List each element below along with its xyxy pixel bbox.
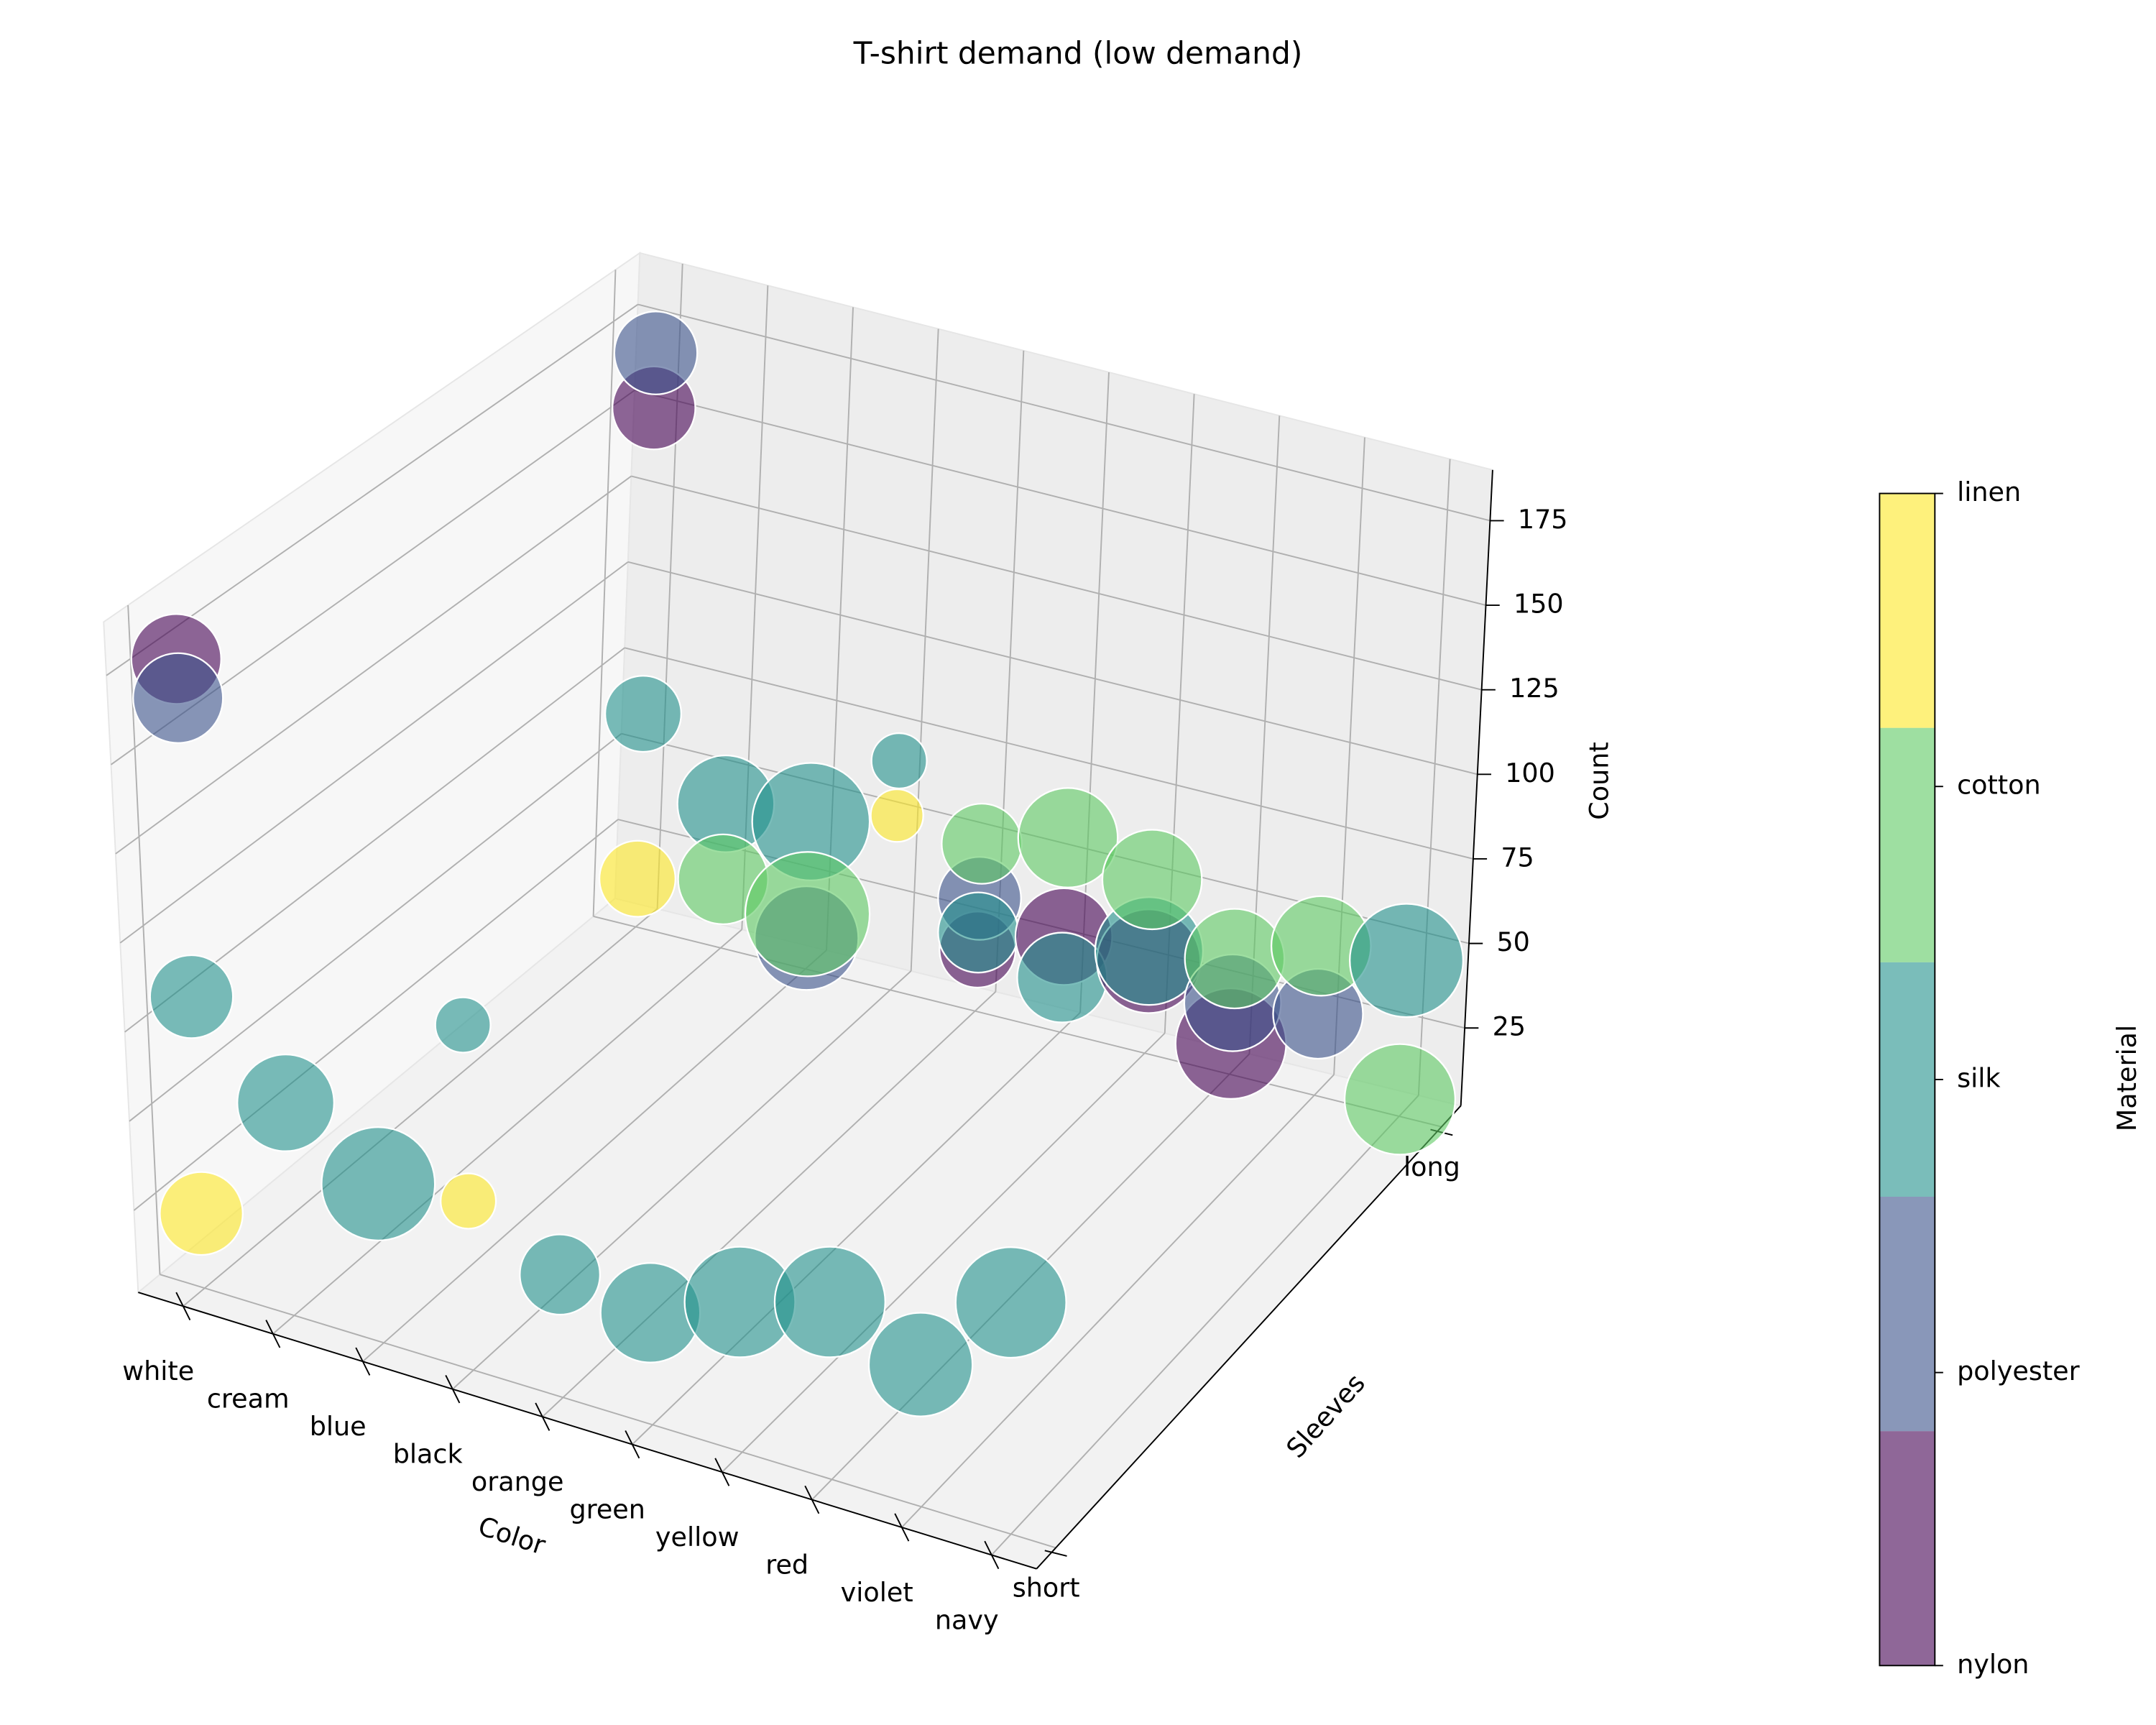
y-axis-line xyxy=(1036,1105,1462,1570)
chart-title: T-shirt demand (low demand) xyxy=(853,35,1303,70)
colorbar-segment xyxy=(1879,493,1935,728)
grid-line xyxy=(991,1095,1419,1556)
grid-line xyxy=(637,303,1491,522)
colorbar-segment xyxy=(1879,1197,1935,1432)
bubble xyxy=(434,996,492,1054)
x-tick-label: cream xyxy=(207,1384,290,1414)
bubble xyxy=(941,802,1023,885)
bubble xyxy=(1101,829,1203,931)
x-tick-label: violet xyxy=(841,1577,913,1608)
x-tick-label: red xyxy=(765,1549,808,1580)
x-tick-label: white xyxy=(122,1356,194,1386)
grid-line xyxy=(910,328,939,972)
bubble xyxy=(613,310,699,395)
bubble xyxy=(744,851,871,978)
bubble xyxy=(1343,1043,1457,1156)
bubble xyxy=(1349,903,1465,1018)
y-tick-label: long xyxy=(1404,1151,1460,1182)
z-axis-label: Count xyxy=(1583,742,1614,819)
y-tick-label: short xyxy=(1013,1573,1080,1604)
z-axis-line xyxy=(1460,469,1493,1106)
colorbar-frame xyxy=(1879,492,1936,1667)
colorbar-segment xyxy=(1879,727,1935,962)
x-axis-label: Color xyxy=(474,1510,550,1561)
grid-line xyxy=(452,970,912,1390)
grid-line xyxy=(133,819,619,1211)
grid-line xyxy=(106,303,639,676)
bubble xyxy=(954,1246,1067,1359)
grid-line xyxy=(632,1011,1081,1445)
x-tick-label: black xyxy=(393,1439,464,1470)
bubble xyxy=(1184,908,1286,1010)
grid-line xyxy=(631,475,1482,691)
bubble xyxy=(773,1246,886,1358)
x-axis-line xyxy=(138,1292,1037,1570)
bubble xyxy=(604,675,683,753)
colorbar-label: Material xyxy=(2111,1025,2142,1131)
grid-line xyxy=(160,1274,1056,1549)
legend-label: nylon xyxy=(1957,1649,2029,1680)
z-tick-label: 125 xyxy=(1509,673,1560,704)
x-tick-label: blue xyxy=(310,1411,367,1442)
bubble xyxy=(867,1312,974,1417)
grid-line xyxy=(593,915,1442,1128)
y-tick xyxy=(1044,1550,1067,1557)
colorbar-segment xyxy=(1879,1431,1935,1666)
grid-line xyxy=(592,270,617,916)
bubble xyxy=(1016,932,1108,1024)
bubble xyxy=(870,732,928,790)
bubble xyxy=(440,1172,497,1230)
y-axis-label: Sleeves xyxy=(1280,1368,1371,1464)
bubble xyxy=(236,1053,336,1152)
grid-line xyxy=(115,475,632,855)
z-tick-label: 50 xyxy=(1496,926,1529,957)
bubble xyxy=(159,1171,244,1256)
bubble xyxy=(870,788,924,843)
grid-line xyxy=(634,390,1486,606)
grid-line xyxy=(129,732,622,1122)
z-tick-label: 75 xyxy=(1501,842,1534,873)
colorbar-segment xyxy=(1879,962,1935,1197)
bubble xyxy=(937,891,1020,974)
grid-line xyxy=(901,1074,1335,1528)
grid-line xyxy=(624,647,1474,860)
z-tick-label: 100 xyxy=(1505,758,1555,788)
z-tick-label: 25 xyxy=(1493,1011,1526,1042)
legend-label: linen xyxy=(1957,477,2021,507)
grid-line xyxy=(627,561,1478,776)
legend-label: polyester xyxy=(1957,1356,2081,1386)
x-tick-label: navy xyxy=(935,1604,999,1635)
grid-line xyxy=(722,1032,1166,1473)
bubble xyxy=(321,1126,436,1242)
bubble xyxy=(132,652,224,744)
grid-line xyxy=(127,604,161,1275)
bubble xyxy=(149,954,234,1039)
z-tick-label: 150 xyxy=(1514,589,1564,620)
bubble xyxy=(598,840,677,918)
legend-label: cotton xyxy=(1957,770,2041,801)
x-tick-label: yellow xyxy=(655,1522,740,1552)
z-tick-label: 175 xyxy=(1518,504,1568,535)
bubble xyxy=(1017,787,1119,888)
grid-line xyxy=(183,908,658,1307)
grid-line xyxy=(272,929,742,1335)
x-tick-label: green xyxy=(569,1494,645,1524)
bubble xyxy=(519,1233,602,1316)
legend-label: silk xyxy=(1957,1062,2001,1093)
x-tick-label: orange xyxy=(471,1466,564,1497)
grid-line xyxy=(119,561,629,944)
grid-line xyxy=(362,949,827,1362)
